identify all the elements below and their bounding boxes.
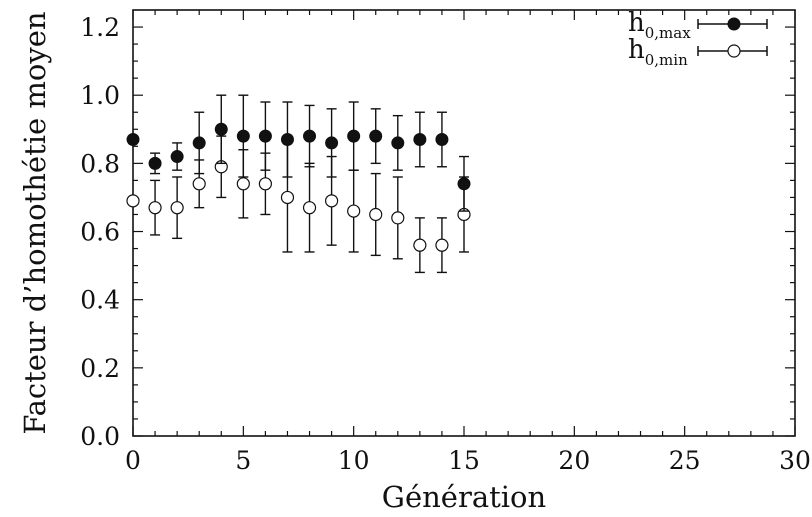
- x-tick-label: 25: [669, 446, 701, 475]
- y-tick-label: 1.0: [80, 81, 120, 110]
- data-point-filled: [369, 129, 383, 143]
- data-point-filled: [303, 129, 317, 143]
- x-tick-label: 0: [125, 446, 141, 475]
- data-point-open: [391, 211, 405, 225]
- data-point-filled: [236, 129, 250, 143]
- legend-item-h0max: h0,max: [628, 8, 768, 42]
- data-point-open: [413, 238, 427, 252]
- legend-marker-filled: [727, 17, 741, 31]
- data-point-open: [435, 238, 449, 252]
- data-point-filled: [148, 156, 162, 170]
- y-axis-title: Facteur d’homothétie moyen: [18, 11, 52, 434]
- data-point-filled: [258, 129, 272, 143]
- y-tick-label: 1.2: [80, 13, 120, 42]
- legend-marker-open: [727, 44, 741, 58]
- data-point-open: [347, 204, 361, 218]
- legend: h0,max h0,min: [628, 8, 768, 69]
- legend-label-main: h: [628, 8, 645, 38]
- data-point-open: [258, 177, 272, 191]
- data-point-open: [280, 190, 295, 205]
- data-point-open: [170, 201, 184, 215]
- axis-ticks: [132, 10, 796, 437]
- x-tick-label: 20: [558, 446, 590, 475]
- y-tick-label: 0.8: [80, 149, 120, 178]
- y-tick-label: 0.2: [80, 354, 120, 383]
- legend-label-sub: 0,min: [645, 51, 688, 69]
- data-point-filled: [280, 133, 294, 147]
- data-point-open: [192, 177, 206, 191]
- legend-label-sub: 0,max: [645, 24, 691, 42]
- data-point-filled: [126, 133, 140, 147]
- x-tick-label: 10: [338, 446, 370, 475]
- data-point-open: [302, 201, 317, 215]
- x-tick-label: 5: [235, 446, 251, 475]
- data-point-filled: [457, 177, 471, 191]
- tick-labels: 0 5 10 15 20 25 30 0.0 0.2 0.4 0.6 0.8 1.0 1.2: [80, 13, 811, 475]
- data-point-open: [236, 177, 250, 191]
- data-point-open: [126, 194, 140, 208]
- y-tick-label: 0.0: [80, 422, 120, 451]
- data-point-filled: [170, 150, 184, 164]
- x-tick-label: 15: [448, 446, 480, 475]
- data-point-filled: [325, 136, 339, 150]
- y-tick-label: 0.4: [80, 286, 120, 315]
- svg-text:h0,max: h0,max: [628, 8, 691, 42]
- y-tick-label: 0.6: [80, 218, 120, 247]
- data-point-filled: [192, 136, 206, 150]
- data-point-filled: [214, 122, 228, 136]
- data-point-filled: [413, 133, 427, 147]
- data-point-filled: [391, 136, 405, 150]
- x-axis-title: Génération: [382, 480, 546, 514]
- data-point-open: [369, 207, 383, 222]
- data-point-filled: [435, 133, 449, 147]
- data-point-open: [148, 201, 162, 215]
- svg-text:h0,min: h0,min: [628, 35, 688, 69]
- series-layer: [126, 94, 471, 274]
- legend-item-h0min: h0,min: [628, 35, 768, 69]
- data-point-filled: [347, 129, 361, 143]
- data-point-open: [325, 194, 339, 208]
- x-tick-label: 30: [779, 446, 811, 475]
- legend-label-main: h: [628, 35, 645, 65]
- series-h0-max: [126, 94, 471, 212]
